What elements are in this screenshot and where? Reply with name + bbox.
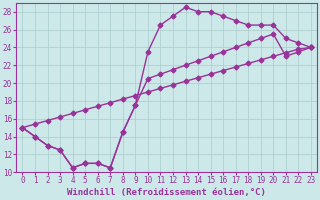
X-axis label: Windchill (Refroidissement éolien,°C): Windchill (Refroidissement éolien,°C) <box>67 188 266 197</box>
